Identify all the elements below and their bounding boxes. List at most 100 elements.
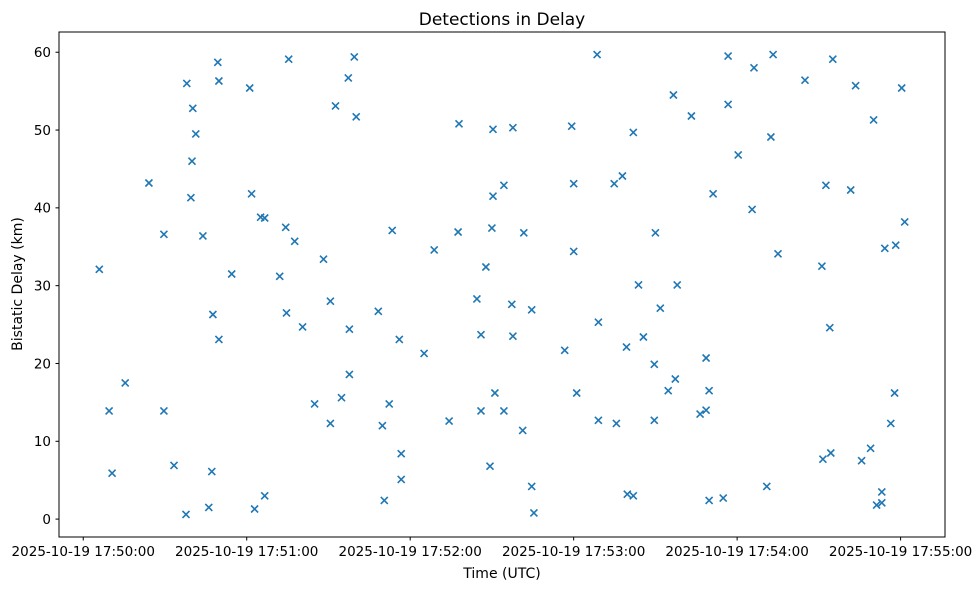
data-points [95,50,909,519]
data-point-marker [388,226,397,235]
data-point-marker [188,104,197,113]
data-point-marker [749,63,759,72]
data-point-marker [397,475,406,484]
data-point-marker [766,132,775,142]
data-point-marker [610,179,619,188]
x-tick-label: 2025-10-19 17:52:00 [338,544,481,560]
data-point-marker [490,388,499,398]
data-point-marker [897,83,906,93]
data-point-marker [95,265,104,274]
data-point-marker [260,213,269,223]
data-point-marker [121,378,130,387]
data-point-marker [326,419,335,428]
data-point-marker [527,305,536,314]
data-point-marker [499,181,508,190]
data-point-marker [181,510,191,519]
data-point-marker [594,416,603,425]
data-point-marker [773,249,783,258]
data-point-marker [454,227,463,237]
data-point-marker [250,504,259,514]
data-point-marker [105,406,114,415]
data-point-marker [213,58,222,67]
data-point-marker [825,323,834,332]
data-point-marker [290,237,299,246]
data-point-marker [282,308,291,317]
data-point-marker [724,52,733,61]
data-point-marker [108,469,117,478]
data-point-marker [669,90,678,100]
data-point-marker [310,399,319,408]
data-point-marker [337,393,346,402]
data-point-marker [866,444,875,453]
data-point-marker [877,498,886,507]
data-point-marker [214,76,223,86]
data-point-marker [227,269,236,279]
data-point-marker [828,55,837,64]
data-point-marker [687,111,696,121]
x-axis-ticks: 2025-10-19 17:50:00 2025-10-19 17:51:00 20… [12,537,972,560]
data-point-marker [639,332,648,342]
data-point-marker [569,247,578,256]
data-point-marker [207,467,216,476]
data-point-marker [821,181,830,190]
data-point-marker [204,503,213,512]
data-point-marker [144,178,153,188]
data-point-marker [826,448,835,458]
data-point-marker [877,487,886,496]
data-point-marker [818,455,827,464]
data-point-marker [476,330,486,339]
data-point-marker [748,205,757,214]
data-point-marker [395,335,404,344]
data-point-marker [857,456,866,465]
data-point-marker [527,482,536,491]
y-tick-label: 20 [34,356,51,372]
data-point-marker [352,112,361,121]
data-point-marker [623,490,632,499]
data-point-marker [900,217,909,226]
data-point-marker [198,231,207,240]
data-point-marker [488,125,498,134]
data-point-marker [159,406,168,415]
x-tick-label: 2025-10-19 17:53:00 [502,544,645,560]
data-point-marker [869,115,878,124]
data-point-marker [560,346,569,355]
data-point-marker [593,50,602,59]
y-axis-ticks: 0 10 20 30 40 50 60 [34,45,59,528]
data-point-marker [622,343,631,352]
data-point-marker [618,171,627,181]
data-point-marker [650,360,659,369]
data-point-marker [567,122,576,131]
chart-title: Detections in Delay [419,10,586,30]
x-tick-label: 2025-10-19 17:54:00 [665,544,808,560]
y-tick-label: 60 [34,45,51,61]
y-tick-label: 50 [34,123,51,139]
data-point-marker [650,416,659,425]
data-point-marker [350,52,359,61]
data-point-marker [499,406,508,415]
data-point-marker [378,421,387,430]
data-point-marker [476,406,486,415]
data-point-marker [454,119,464,128]
data-point-marker [880,244,889,253]
data-point-marker [702,406,711,415]
data-point-marker [298,322,307,331]
y-tick-label: 0 [42,512,51,528]
data-point-marker [487,224,496,233]
data-point-marker [485,462,495,471]
data-point-marker [612,419,621,428]
data-point-marker [519,228,528,237]
data-point-marker [656,304,665,313]
data-point-marker [420,349,429,358]
data-point-marker [284,55,293,64]
data-point-marker [159,230,168,239]
data-point-marker [245,83,254,93]
data-point-marker [890,388,899,398]
data-point-marker [724,100,733,109]
data-point-marker [331,101,340,110]
data-point-marker [430,245,439,254]
data-point-marker [651,228,660,237]
data-point-marker [488,192,498,201]
y-axis-label: Bistatic Delay (km) [10,217,26,351]
data-point-marker [397,449,406,458]
data-point-marker [817,262,826,271]
